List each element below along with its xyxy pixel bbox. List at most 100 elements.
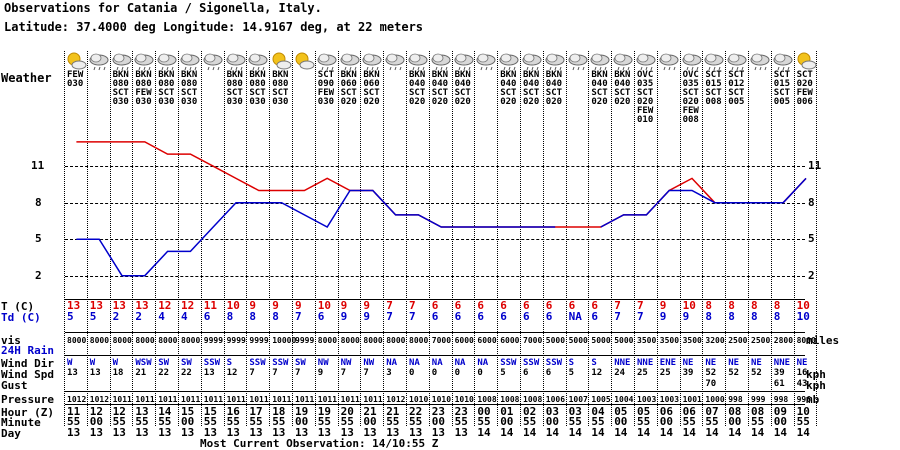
wind-direction-value: SSW: [500, 358, 517, 368]
location-line: Latitude: 37.4000 deg Longitude: 14.9167…: [4, 20, 424, 34]
wind-speed-value: 16: [796, 368, 808, 378]
dewpoint-value: 9: [659, 310, 667, 323]
wind-speed-value: 52: [705, 368, 717, 378]
wind-speed-value: 0: [431, 368, 438, 378]
column-separator: [474, 51, 476, 426]
column-separator: [542, 51, 544, 426]
dewpoint-value: 2: [135, 310, 143, 323]
temperature-value: 6: [591, 299, 599, 312]
visibility-value: 8000: [135, 336, 155, 345]
temperature-value: 10: [226, 299, 240, 312]
visibility-value: 10000: [272, 336, 297, 345]
sky-condition: FEW 030: [67, 70, 84, 89]
visibility-value: 3500: [682, 336, 702, 345]
wind-speed-value: 0: [477, 368, 483, 378]
hour-value: 21: [386, 405, 400, 418]
temperature-value: 11: [203, 299, 218, 312]
dewpoint-value: 8: [249, 310, 257, 323]
hour-value: 19: [295, 405, 309, 418]
wind-direction-value: SSW: [249, 358, 266, 368]
wind-speed-value: 39: [682, 368, 694, 378]
wind-speed-value: 7: [363, 368, 369, 378]
day-value: 14: [477, 426, 491, 439]
gust-value: 70: [705, 379, 717, 389]
sky-condition: BKN 040 SCT 020: [500, 70, 517, 107]
cloud-icon: [362, 53, 382, 71]
dewpoint-value: 6: [500, 310, 507, 323]
wind-dir-label: Wind Dir: [1, 357, 54, 370]
visibility-value: 7000: [523, 336, 543, 345]
hour-value: 13: [135, 405, 149, 418]
minute-value: 55: [386, 415, 400, 428]
pressure-value: 996: [796, 395, 812, 404]
wind-speed-value: 5: [568, 368, 575, 378]
pressure-value: 1011: [181, 395, 201, 404]
cloud-icon: [385, 53, 405, 71]
day-value: 14: [500, 426, 514, 439]
cloud-icon: [659, 53, 679, 71]
day-value: 13: [226, 426, 240, 439]
cloud-icon: [704, 53, 724, 71]
pressure-value: 1008: [500, 395, 520, 404]
y-tick-label-right: 5: [808, 232, 815, 245]
wind-speed-value: 21: [135, 368, 147, 378]
sky-condition: SCT 020 FEW 006: [796, 70, 813, 107]
minute-label: Minute: [1, 416, 41, 429]
dewpoint-value: 6: [454, 310, 462, 323]
pressure-value: 1010: [431, 395, 452, 404]
visibility-value: 7000: [431, 336, 452, 345]
day-value: 14: [705, 426, 719, 439]
hour-value: 04: [591, 405, 605, 418]
y-tick-label-left: 5: [35, 232, 42, 245]
hour-value: 18: [272, 405, 286, 418]
wind-direction-value: W: [67, 358, 73, 368]
cloud-icon: [340, 53, 360, 71]
visibility-value: 8000: [386, 336, 406, 345]
hour-value: 23: [454, 405, 468, 418]
cloud-icon: [499, 53, 519, 71]
visibility-value: 5000: [568, 336, 588, 345]
day-value: 13: [409, 426, 423, 439]
pressure-value: 1010: [454, 395, 474, 404]
wind-speed-value: 25: [659, 368, 671, 378]
wind-direction-value: SSW: [203, 358, 221, 368]
pressure-value: 1012: [67, 395, 87, 404]
pressure-value: 1008: [477, 395, 497, 404]
dewpoint-value: 8: [751, 310, 758, 323]
pressure-value: 1011: [226, 395, 246, 404]
column-separator: [497, 51, 499, 426]
dewpoint-value: 5: [67, 310, 74, 323]
wind-direction-value: SW: [181, 358, 192, 368]
visibility-value: 8000: [158, 336, 178, 345]
wind-speed-value: 7: [272, 368, 278, 378]
column-separator: [702, 51, 704, 426]
y-gridline: [65, 203, 805, 204]
wind-direction-value: W: [112, 358, 119, 368]
temperature-value: 7: [614, 299, 621, 312]
gust-value: 43: [796, 379, 808, 389]
wind-direction-value: NNE: [637, 358, 654, 368]
td-label: Td (C): [1, 311, 41, 324]
dewpoint-value: 6: [591, 310, 599, 323]
dewpoint-value: 8: [272, 310, 279, 323]
visibility-value: 5000: [591, 336, 611, 345]
pressure-value: 1011: [249, 395, 269, 404]
dewpoint-value: 4: [181, 310, 188, 323]
wind-speed-value: 7: [340, 368, 347, 378]
y-tick-label-right: 11: [808, 159, 822, 172]
column-separator: [770, 51, 772, 426]
wind-direction-value: NE: [682, 358, 694, 368]
hour-value: 11: [67, 405, 81, 418]
pressure-unit: mb: [806, 393, 820, 406]
pressure-value: 1007: [568, 395, 588, 404]
minute-value: 55: [112, 415, 126, 428]
minute-value: 55: [705, 415, 719, 428]
cloud-icon: [454, 53, 474, 71]
hour-value: 15: [181, 405, 195, 418]
wind-direction-value: NE: [751, 358, 762, 368]
wind-direction-value: S: [226, 358, 233, 368]
sky-condition: BKN 080 SCT 030: [181, 70, 198, 107]
day-value: 14: [637, 426, 651, 439]
column-separator: [223, 51, 225, 426]
minute-value: 55: [568, 415, 582, 428]
